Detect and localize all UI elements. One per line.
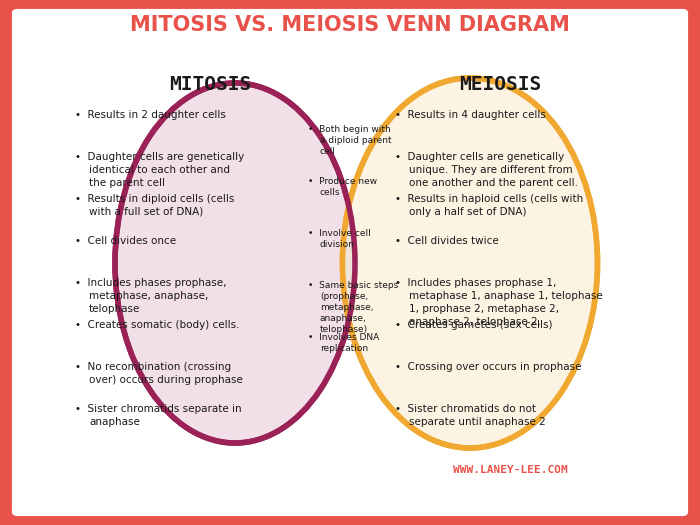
Text: •  Both begin with: • Both begin with [308, 125, 391, 134]
Text: •  Involve cell: • Involve cell [308, 229, 371, 238]
Text: anaphase: anaphase [89, 417, 140, 427]
Text: cell: cell [320, 147, 336, 156]
Text: •  Daughter cells are genetically: • Daughter cells are genetically [395, 152, 564, 162]
Text: •  No recombination (crossing: • No recombination (crossing [75, 362, 231, 372]
Text: telophase): telophase) [320, 325, 368, 334]
Text: •  Crossing over occurs in prophase: • Crossing over occurs in prophase [395, 362, 582, 372]
Text: replication: replication [320, 344, 368, 353]
Text: •  Results in diploid cells (cells: • Results in diploid cells (cells [75, 194, 234, 204]
Text: •  Sister chromatids do not: • Sister chromatids do not [395, 404, 536, 414]
Text: •  Includes phases prophase,: • Includes phases prophase, [75, 278, 227, 288]
Text: unique. They are different from: unique. They are different from [409, 165, 573, 175]
Text: •  Results in 2 daughter cells: • Results in 2 daughter cells [75, 110, 226, 120]
Text: metaphase,: metaphase, [320, 303, 374, 312]
Text: •  Same basic steps: • Same basic steps [308, 281, 398, 290]
Text: a diploid parent: a diploid parent [320, 136, 391, 145]
Text: cells: cells [320, 188, 340, 197]
Text: 1, prophase 2, metaphase 2,: 1, prophase 2, metaphase 2, [409, 304, 559, 314]
Text: •  Sister chromatids separate in: • Sister chromatids separate in [75, 404, 242, 414]
Text: anaphase 2, telophase 2.: anaphase 2, telophase 2. [409, 317, 541, 327]
Polygon shape [342, 206, 355, 320]
Text: •  Includes phases prophase 1,: • Includes phases prophase 1, [395, 278, 556, 288]
Text: with a full set of DNA): with a full set of DNA) [89, 207, 203, 217]
Text: •  Produce new: • Produce new [308, 177, 377, 186]
Text: only a half set of DNA): only a half set of DNA) [409, 207, 526, 217]
Text: WWW.LANEY-LEE.COM: WWW.LANEY-LEE.COM [453, 465, 568, 475]
Text: •  Creates gametes (sex cells): • Creates gametes (sex cells) [395, 320, 552, 330]
Text: metaphase, anaphase,: metaphase, anaphase, [89, 291, 209, 301]
Text: •  Daughter cells are genetically: • Daughter cells are genetically [75, 152, 244, 162]
Text: MEIOSIS: MEIOSIS [459, 76, 541, 94]
Text: MITOSIS VS. MEIOSIS VENN DIAGRAM: MITOSIS VS. MEIOSIS VENN DIAGRAM [130, 15, 570, 35]
Text: •  Creates somatic (body) cells.: • Creates somatic (body) cells. [75, 320, 239, 330]
Text: identical to each other and: identical to each other and [89, 165, 230, 175]
Text: •  Cell divides once: • Cell divides once [75, 236, 176, 246]
Text: MITOSIS: MITOSIS [169, 76, 251, 94]
Text: division: division [320, 240, 355, 249]
Text: •  Involves DNA: • Involves DNA [308, 333, 379, 342]
Text: the parent cell: the parent cell [89, 178, 165, 188]
Text: •  Cell divides twice: • Cell divides twice [395, 236, 498, 246]
Text: separate until anaphase 2: separate until anaphase 2 [409, 417, 546, 427]
Ellipse shape [115, 83, 355, 443]
Text: (prophase,: (prophase, [320, 292, 368, 301]
Text: metaphase 1, anaphase 1, telophase: metaphase 1, anaphase 1, telophase [409, 291, 603, 301]
Ellipse shape [342, 78, 598, 448]
Text: •  Results in 4 daughter cells: • Results in 4 daughter cells [395, 110, 546, 120]
Text: •  Results in haploid cells (cells with: • Results in haploid cells (cells with [395, 194, 583, 204]
Text: one another and the parent cell.: one another and the parent cell. [409, 178, 578, 188]
Text: telophase: telophase [89, 304, 141, 314]
Text: anaphase,: anaphase, [320, 314, 367, 323]
Text: over) occurs during prophase: over) occurs during prophase [89, 375, 243, 385]
